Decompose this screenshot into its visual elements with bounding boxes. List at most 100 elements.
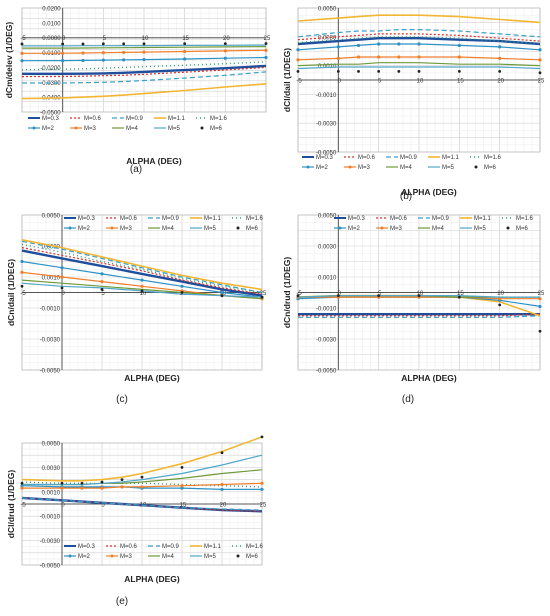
x-tick-label: 0 bbox=[338, 79, 342, 85]
data-point bbox=[220, 487, 224, 491]
x-tick-label: 25 bbox=[264, 36, 271, 42]
legend-label: M=3 bbox=[390, 226, 403, 232]
x-tick-label: 15 bbox=[182, 36, 189, 42]
legend-label: M=0.3 bbox=[316, 155, 334, 161]
x-tick-label: -5 bbox=[20, 503, 26, 509]
x-tick-label: 0 bbox=[61, 291, 65, 297]
x-tick-label: 20 bbox=[220, 291, 227, 297]
y-tick-label: 0.0100 bbox=[42, 21, 61, 27]
data-point bbox=[80, 486, 84, 490]
x-tick-label: 5 bbox=[101, 503, 105, 509]
y-tick-label: -0.0050 bbox=[40, 369, 61, 375]
legend-swatch-marker bbox=[236, 554, 240, 558]
y-tick-label: -0.0100 bbox=[40, 51, 61, 57]
data-point bbox=[60, 486, 64, 490]
legend-label: M=4 bbox=[400, 165, 413, 171]
y-axis-title: dCl/drud (1/DEG) bbox=[6, 470, 16, 539]
legend-label: M=2 bbox=[42, 126, 55, 132]
y-tick-label: -0.0050 bbox=[40, 564, 61, 570]
data-point bbox=[20, 481, 24, 485]
data-point bbox=[538, 58, 542, 62]
legend-swatch-marker bbox=[32, 126, 36, 130]
x-axis-title: ALPHA (DEG) bbox=[401, 187, 457, 197]
data-point bbox=[498, 69, 502, 73]
series-line-M06 bbox=[21, 66, 267, 78]
series-line-M09 bbox=[297, 29, 541, 38]
series-line-M03 bbox=[21, 249, 263, 297]
chart-panel-2: 0.00500.00300.0010-0.0010-0.0030-0.0050-… bbox=[282, 7, 545, 203]
x-tick-label: 25 bbox=[538, 291, 545, 297]
series-line-M09 bbox=[21, 497, 263, 511]
y-tick-label: 0.0050 bbox=[318, 214, 337, 220]
data-point bbox=[377, 69, 381, 73]
data-point bbox=[538, 329, 542, 333]
legend-label: M=6 bbox=[484, 165, 497, 171]
y-tick-label: -0.0010 bbox=[40, 307, 61, 313]
data-point bbox=[20, 284, 24, 288]
legend-label: M=1.6 bbox=[246, 216, 264, 222]
data-point bbox=[336, 45, 340, 49]
legend-label: M=0.6 bbox=[120, 544, 138, 550]
x-tick-label: 25 bbox=[260, 291, 267, 297]
data-point bbox=[120, 485, 124, 489]
data-point bbox=[61, 51, 65, 55]
series-line-M09 bbox=[21, 240, 263, 294]
x-tick-label: 0 bbox=[62, 36, 66, 42]
data-point bbox=[397, 55, 401, 59]
series-line-M11 bbox=[21, 239, 263, 291]
data-point bbox=[60, 266, 64, 270]
y-tick-label: 0.0050 bbox=[42, 214, 61, 220]
x-axis-title: ALPHA (DEG) bbox=[124, 373, 180, 383]
y-tick-label: 0.0030 bbox=[42, 466, 61, 472]
y-tick-label: 0.0050 bbox=[318, 7, 337, 13]
data-point bbox=[101, 42, 105, 46]
data-point bbox=[296, 58, 300, 62]
data-point bbox=[220, 290, 224, 295]
data-point bbox=[122, 50, 126, 55]
data-point bbox=[180, 484, 184, 488]
legend-label: M=5 bbox=[204, 554, 217, 560]
panel-label: (d) bbox=[402, 394, 414, 405]
legend-label: M=0.9 bbox=[400, 155, 418, 161]
y-tick-label: -0.0010 bbox=[316, 307, 337, 313]
y-tick-label: 0.0200 bbox=[42, 7, 61, 13]
legend-label: M=3 bbox=[120, 226, 133, 232]
legend-label: M=5 bbox=[442, 165, 455, 171]
data-point bbox=[223, 49, 227, 53]
y-tick-label: -0.0500 bbox=[40, 111, 61, 117]
x-tick-label: 10 bbox=[140, 291, 147, 297]
data-point bbox=[538, 304, 542, 309]
y-tick-label: -0.0050 bbox=[316, 151, 337, 157]
x-tick-label: 0 bbox=[61, 503, 65, 509]
data-point bbox=[260, 435, 264, 439]
series-line-M06 bbox=[297, 33, 541, 42]
data-point bbox=[81, 42, 85, 46]
legend-label: M=4 bbox=[162, 226, 175, 232]
data-point bbox=[377, 294, 381, 297]
data-point bbox=[377, 42, 381, 46]
data-point bbox=[100, 288, 104, 291]
data-point bbox=[260, 295, 264, 299]
legend-label: M=3 bbox=[84, 126, 97, 132]
data-point bbox=[498, 45, 502, 49]
chart-panel-1: 0.02000.01000.0000-0.0100-0.0200-0.0300-… bbox=[4, 7, 271, 176]
y-tick-label: -0.0300 bbox=[40, 81, 61, 87]
legend-label: M=3 bbox=[358, 165, 371, 171]
x-tick-label: 25 bbox=[260, 503, 267, 509]
data-point bbox=[20, 59, 24, 63]
series-line-M09 bbox=[298, 315, 541, 318]
legend-label: M=4 bbox=[162, 554, 175, 560]
y-tick-label: 0.0030 bbox=[42, 245, 61, 251]
legend-swatch-marker bbox=[68, 226, 72, 230]
data-point bbox=[20, 51, 24, 55]
data-point bbox=[142, 50, 146, 54]
data-point bbox=[357, 69, 360, 73]
x-tick-label: 5 bbox=[378, 79, 382, 85]
series-line-M16 bbox=[21, 243, 263, 294]
series-line-M4 bbox=[297, 62, 541, 67]
series-line-M03 bbox=[22, 64, 267, 76]
legend-label: M=0.9 bbox=[162, 216, 180, 222]
legend-label: M=1.6 bbox=[246, 544, 264, 550]
legend-label: M=5 bbox=[168, 126, 181, 132]
data-point bbox=[260, 487, 264, 491]
